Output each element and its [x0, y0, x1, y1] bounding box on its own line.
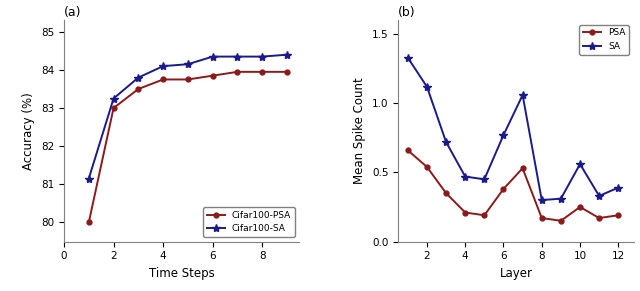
- SA: [442, 140, 450, 144]
- Cifar100-SA: [134, 76, 142, 79]
- Cifar100-PSA: [85, 221, 93, 224]
- Legend: PSA, SA: PSA, SA: [579, 25, 629, 55]
- X-axis label: Layer: Layer: [499, 267, 532, 280]
- Cifar100-PSA: [134, 87, 142, 91]
- SA: [500, 133, 508, 137]
- Cifar100-PSA: [109, 106, 117, 110]
- PSA: [519, 166, 527, 170]
- PSA: [461, 211, 469, 214]
- PSA: [576, 205, 584, 209]
- PSA: [404, 148, 412, 152]
- Cifar100-SA: [234, 55, 241, 58]
- Cifar100-PSA: [283, 70, 291, 74]
- Line: PSA: PSA: [405, 148, 621, 223]
- SA: [519, 93, 527, 97]
- Text: (b): (b): [398, 6, 416, 19]
- Cifar100-SA: [184, 63, 192, 66]
- SA: [595, 194, 603, 198]
- Cifar100-SA: [259, 55, 266, 58]
- SA: [557, 197, 564, 200]
- PSA: [423, 165, 431, 169]
- Cifar100-PSA: [259, 70, 266, 74]
- Y-axis label: Accuracy (%): Accuracy (%): [22, 92, 35, 170]
- SA: [614, 186, 622, 189]
- Text: (a): (a): [64, 6, 81, 19]
- Legend: Cifar100-PSA, Cifar100-SA: Cifar100-PSA, Cifar100-SA: [203, 207, 295, 237]
- SA: [481, 178, 488, 181]
- SA: [404, 56, 412, 59]
- Line: SA: SA: [404, 54, 623, 204]
- PSA: [538, 216, 545, 220]
- Cifar100-SA: [85, 177, 93, 180]
- Cifar100-PSA: [184, 78, 192, 81]
- Cifar100-SA: [109, 97, 117, 100]
- SA: [576, 162, 584, 166]
- PSA: [614, 214, 622, 217]
- PSA: [557, 219, 564, 223]
- PSA: [500, 187, 508, 191]
- Cifar100-PSA: [234, 70, 241, 74]
- Cifar100-SA: [283, 53, 291, 56]
- Line: Cifar100-SA: Cifar100-SA: [84, 51, 291, 183]
- SA: [538, 198, 545, 202]
- Cifar100-PSA: [159, 78, 167, 81]
- PSA: [595, 216, 603, 220]
- Cifar100-PSA: [209, 74, 216, 77]
- SA: [461, 175, 469, 178]
- SA: [423, 85, 431, 88]
- Cifar100-SA: [159, 64, 167, 68]
- X-axis label: Time Steps: Time Steps: [149, 267, 214, 280]
- Y-axis label: Mean Spike Count: Mean Spike Count: [353, 78, 366, 184]
- PSA: [481, 214, 488, 217]
- Line: Cifar100-PSA: Cifar100-PSA: [86, 70, 289, 225]
- Cifar100-SA: [209, 55, 216, 58]
- PSA: [442, 191, 450, 195]
